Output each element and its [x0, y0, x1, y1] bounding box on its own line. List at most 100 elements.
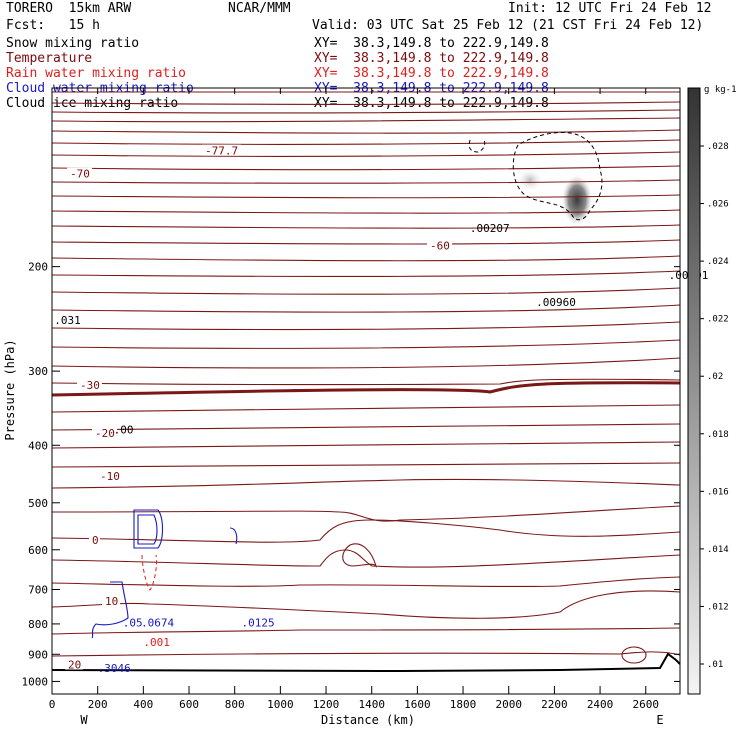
isotherm-label: -60 — [430, 240, 450, 253]
x-tick-label: 1600 — [404, 698, 431, 711]
isotherm-line — [51, 304, 681, 313]
isotherm-label: 10 — [105, 595, 118, 608]
x-tick-label: 600 — [179, 698, 199, 711]
colorbar-tick-label: .01 — [707, 660, 723, 670]
x-tick-label: 2400 — [587, 698, 614, 711]
isotherm-line — [51, 224, 681, 229]
isotherm-line — [51, 627, 681, 635]
terrain-surface — [51, 652, 681, 673]
value-annotation: .00207 — [470, 222, 510, 235]
value-annotation: .001 — [143, 636, 170, 649]
rain-water-contour — [141, 554, 157, 591]
isotherm-line — [51, 179, 681, 184]
isotherm-20c — [51, 590, 681, 619]
isotherm-line — [51, 478, 681, 489]
isotherm-label: -70 — [70, 168, 90, 181]
y-tick-label: 500 — [28, 497, 48, 510]
cloud-water-contours — [91, 509, 238, 639]
isotherm-0c — [51, 381, 681, 397]
y-tick-label: 800 — [28, 618, 48, 631]
x-axis: 0 200 400 600 800 1000 1200 1400 1600 1800 2000 220… — [49, 88, 659, 711]
isotherm-line — [51, 519, 681, 543]
isotherm-line — [51, 117, 681, 123]
value-annotation: .3046 — [98, 662, 131, 675]
isotherm-line — [51, 109, 681, 114]
value-annotation: .00 — [114, 423, 134, 436]
cloud-ice-contours — [468, 131, 603, 221]
colorbar-tick-label: .016 — [707, 487, 729, 497]
isotherm-label-bg — [77, 379, 102, 391]
x-tick-label: 800 — [225, 698, 245, 711]
isotherm-line — [51, 339, 681, 349]
isotherm-label-bg — [92, 427, 117, 439]
isotherm-label-bg — [202, 144, 241, 156]
isotherm-line — [51, 423, 681, 431]
value-annotation: .0674 — [141, 616, 174, 629]
colorbar-fill — [687, 87, 701, 695]
isotherm-label-bg — [427, 239, 452, 251]
legend-xy-snow: XY= 38.3,149.8 to 222.9,149.8 — [314, 36, 549, 51]
x-tick-label: 1200 — [313, 698, 340, 711]
isotherm-line — [51, 239, 681, 245]
isotherm-label: -20 — [95, 427, 115, 440]
temperature-labels: -77.7 -70 -60 -30 -20 -10 0 10 20 — [65, 144, 452, 671]
isotherm-line — [51, 576, 681, 588]
isotherm-label-bg — [102, 595, 120, 607]
legend-label-rain: Rain water mixing ratio — [6, 66, 187, 81]
x-axis-west-label: W — [80, 713, 88, 727]
snow-shading-core — [561, 174, 593, 226]
value-annotation: .00960 — [536, 296, 576, 309]
isotherm-label: 0 — [92, 534, 99, 547]
colorbar-tick-label: .028 — [707, 142, 729, 152]
y-tick-label: 300 — [28, 365, 48, 378]
isotherm-line — [51, 270, 681, 278]
x-axis-title: Distance (km) — [321, 713, 415, 727]
x-axis-east-label: E — [656, 713, 663, 727]
legend-label-snow: Snow mixing ratio — [6, 36, 140, 51]
valid-time: Valid: 03 UTC Sat 25 Feb 12 (21 CST Fri … — [312, 18, 704, 33]
x-tick-label: 200 — [88, 698, 108, 711]
x-tick-label: 2000 — [495, 698, 522, 711]
y-tick-label: 1000 — [22, 675, 49, 688]
isotherm-line — [51, 441, 681, 449]
colorbar-tick-label: .022 — [707, 315, 729, 325]
isotherm-closed-loop — [621, 646, 647, 664]
y-tick-label: 600 — [28, 544, 48, 557]
init-time: Init: 12 UTC Fri 24 Feb 12 — [508, 1, 712, 16]
snow-shading-weak — [516, 168, 544, 192]
plot-frame — [51, 87, 681, 695]
isotherm-line — [51, 321, 681, 331]
isotherm-line — [51, 209, 681, 214]
isotherm-label-bg — [65, 658, 83, 670]
colorbar-tick-label: .014 — [707, 545, 729, 555]
x-tick-label: 1400 — [358, 698, 385, 711]
x-tick-label: 2200 — [541, 698, 568, 711]
isotherm-line — [51, 651, 681, 657]
legend-xy-temperature: XY= 38.3,149.8 to 222.9,149.8 — [314, 51, 549, 66]
legend-xy-rain: XY= 38.3,149.8 to 222.9,149.8 — [314, 66, 549, 81]
x-tick-label: 400 — [133, 698, 153, 711]
isotherm-label: -77.7 — [205, 145, 238, 158]
colorbar-tick-label: .012 — [707, 602, 729, 612]
org-label: NCAR/MMM — [228, 1, 291, 16]
isotherm-line — [51, 139, 681, 145]
isotherm-line — [51, 357, 681, 369]
legend-label-temperature: Temperature — [6, 51, 93, 66]
isotherm-line — [51, 255, 681, 262]
colorbar-unit: g kg-1 — [704, 85, 737, 95]
isotherm-label: -10 — [100, 470, 120, 483]
isotherm-label-bg — [67, 167, 92, 179]
isotherm-line — [51, 101, 681, 105]
isotherm-label: -30 — [80, 379, 100, 392]
isotherm-line — [51, 165, 681, 171]
isotherm-line — [51, 378, 681, 386]
y-axis-title: Pressure (hPa) — [3, 339, 17, 440]
y-tick-label: 200 — [28, 261, 48, 274]
x-tick-label: 2600 — [632, 698, 659, 711]
colorbar-tick-label: .026 — [707, 200, 729, 210]
colorbar-tick-label: .024 — [707, 257, 729, 267]
y-tick-label: 900 — [28, 648, 48, 661]
value-annotation: .0125 — [242, 616, 275, 629]
